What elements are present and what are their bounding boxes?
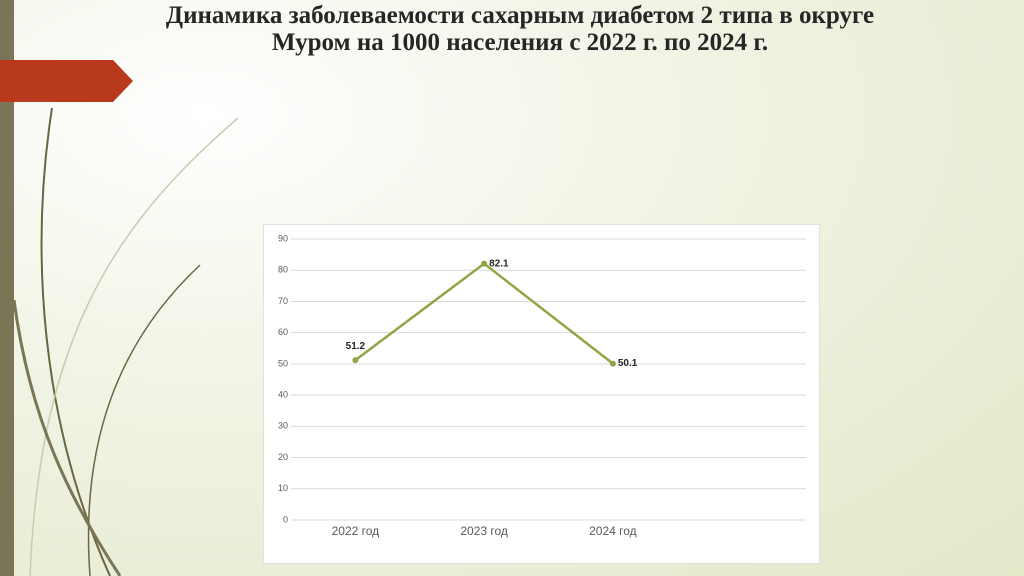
- point: [609, 360, 616, 367]
- y-tick-label: 20: [278, 452, 288, 462]
- y-tick-label: 70: [278, 296, 288, 306]
- y-tick-label: 30: [278, 421, 288, 431]
- y-tick-label: 10: [278, 483, 288, 493]
- y-tick-label: 60: [278, 327, 288, 337]
- left-stripe: [0, 0, 14, 576]
- red-arrow: [0, 60, 133, 102]
- curve: [87, 264, 201, 576]
- curve: [12, 299, 122, 576]
- data-label: 50.1: [618, 358, 638, 369]
- y-tick-label: 50: [278, 358, 288, 368]
- curve: [29, 117, 239, 576]
- y-tick-label: 80: [278, 265, 288, 275]
- y-tick-label: 90: [278, 233, 288, 243]
- slide-title: Динамика заболеваемости сахарным диабето…: [165, 2, 875, 56]
- series-line: [354, 262, 614, 365]
- data-label: 82.1: [489, 258, 509, 269]
- curve: [40, 107, 111, 576]
- y-tick-label: 40: [278, 389, 288, 399]
- chart: 0 10 20 30 40 50 60 70 80 90 2022 год 2023 год 2024 …: [278, 233, 806, 538]
- chart-panel: 0 10 20 30 40 50 60 70 80 90 2022 год 2023 год 2024 …: [263, 224, 820, 564]
- point: [481, 260, 488, 267]
- point: [352, 357, 359, 364]
- x-tick-label: 2022 год: [332, 524, 380, 538]
- x-tick-label: 2023 год: [460, 524, 508, 538]
- y-tick-label: 0: [283, 514, 288, 524]
- data-label: 51.2: [346, 341, 366, 352]
- x-tick-label: 2024 год: [589, 524, 637, 538]
